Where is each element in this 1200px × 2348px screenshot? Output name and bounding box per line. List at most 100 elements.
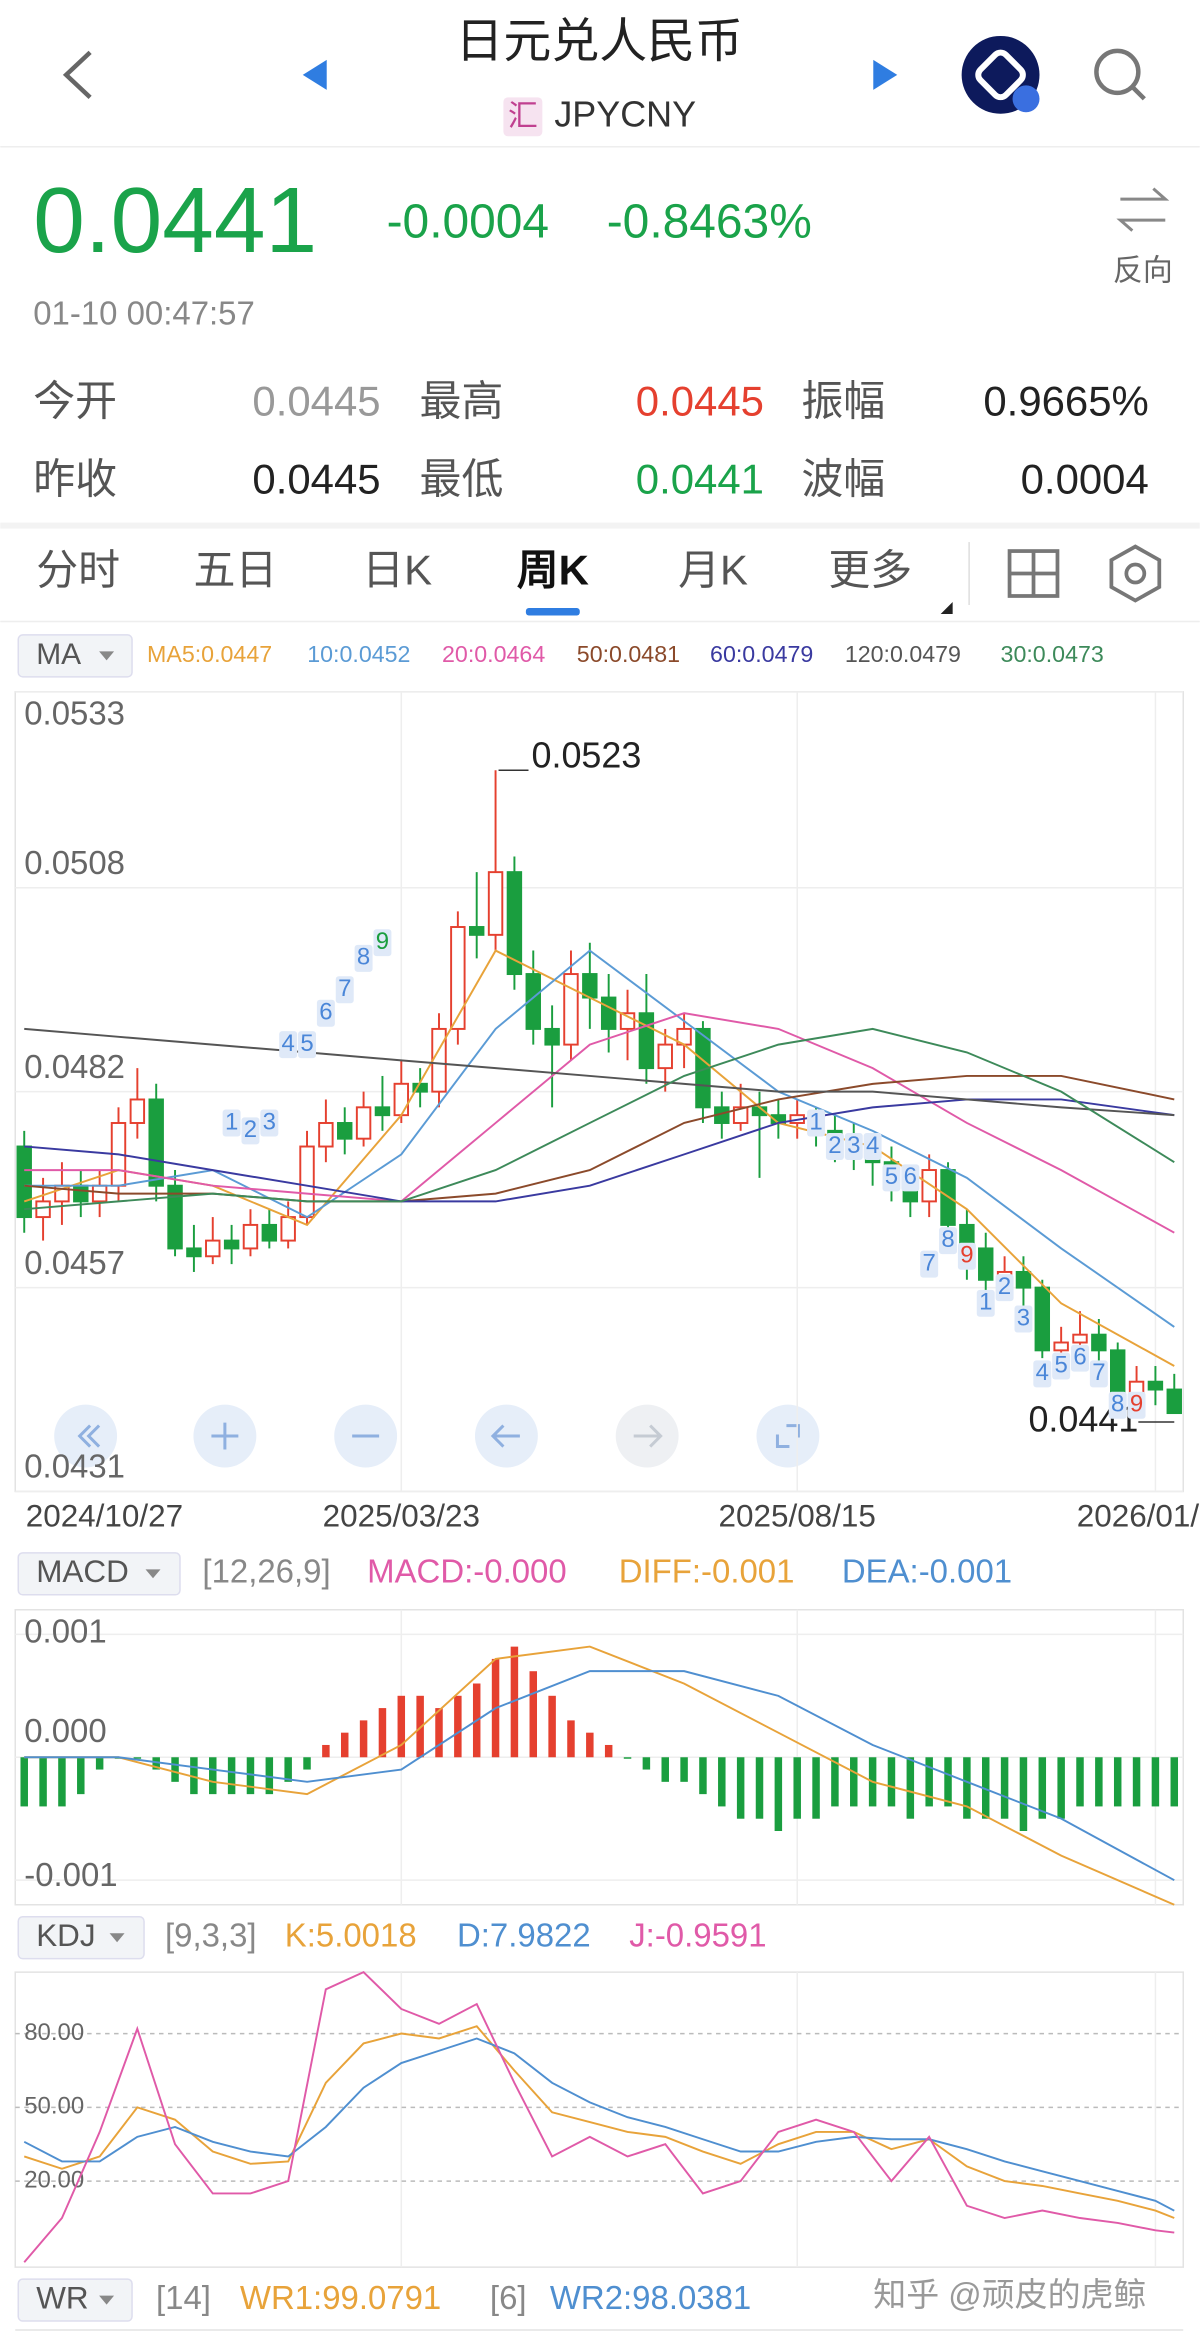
stat-label: 昨收 <box>33 455 117 502</box>
td-bg <box>920 1250 939 1278</box>
reverse-button[interactable]: 反向 <box>1113 187 1173 288</box>
y-tick-label: 0.0431 <box>24 1448 125 1485</box>
candle-body <box>73 1184 89 1203</box>
selector-box <box>17 2278 133 2322</box>
candle-body <box>261 1223 278 1242</box>
back-button[interactable] <box>62 50 92 99</box>
selector-caret <box>99 651 115 661</box>
stat-value: 0.0445 <box>636 377 764 424</box>
y-tick-label: 50.00 <box>24 2093 84 2120</box>
wr-selector[interactable]: WR <box>17 2278 133 2322</box>
stat-value: 0.0441 <box>636 455 764 502</box>
macd-bar <box>340 1732 349 1758</box>
page-title: 日元兑人民币 <box>456 16 743 69</box>
candle-body <box>468 926 485 936</box>
selector-label: MACD <box>36 1554 129 1589</box>
change-pct: -0.8463% <box>607 195 812 248</box>
prev-button[interactable] <box>302 59 327 90</box>
macd-bar <box>378 1708 387 1758</box>
macd-bar <box>246 1757 255 1795</box>
legend-entry: 60:0.0479 <box>710 641 813 667</box>
nav-icon <box>211 1422 239 1450</box>
nav-button[interactable] <box>756 1404 820 1468</box>
macd-bar <box>529 1671 538 1758</box>
candle-body <box>91 1184 108 1203</box>
ma-selector[interactable]: MA <box>17 634 133 678</box>
candle-body <box>355 1106 372 1140</box>
indicator-params: [9,3,3] <box>165 1916 257 1953</box>
candle-body <box>978 1247 994 1281</box>
candle-body <box>1072 1333 1088 1344</box>
nav-button[interactable] <box>54 1404 118 1468</box>
macd-bar <box>680 1757 688 1782</box>
panel-frame <box>14 1971 1185 2268</box>
candle-body <box>431 1027 447 1093</box>
tab[interactable]: 周K <box>517 547 589 594</box>
td-label: 1 <box>809 1108 822 1135</box>
td-bg <box>957 1242 976 1270</box>
legend-entry: 30:0.0473 <box>1001 641 1104 667</box>
settings-button[interactable] <box>1109 544 1162 603</box>
td-label: 8 <box>941 1226 954 1253</box>
layout-button[interactable] <box>1007 549 1060 598</box>
td-bg <box>976 1289 995 1317</box>
next-button[interactable] <box>873 59 898 90</box>
macd-bar <box>20 1757 28 1807</box>
selector-box <box>17 1915 145 1960</box>
macd-selector[interactable]: MACD <box>17 1552 181 1596</box>
y-tick-label: 0.0533 <box>24 694 125 731</box>
legend-entry: 50:0.0481 <box>577 641 680 667</box>
series-line <box>24 1027 1175 1117</box>
candle-body <box>35 1200 51 1219</box>
macd-bar <box>812 1757 820 1819</box>
td-bg <box>260 1109 279 1137</box>
stat-label: 最低 <box>420 455 504 502</box>
tab[interactable]: 月K <box>678 547 748 594</box>
series-line <box>24 1645 1175 1906</box>
candle-body <box>205 1239 221 1258</box>
ai-button[interactable] <box>961 35 1040 114</box>
candle-body <box>1015 1270 1032 1289</box>
macd-bar <box>322 1744 330 1758</box>
macd-bar <box>774 1757 783 1832</box>
td-label: 4 <box>282 1030 295 1057</box>
legend-entry: MA5:0.0447 <box>147 641 272 667</box>
td-label: 3 <box>847 1132 860 1159</box>
tab[interactable]: 五日 <box>193 547 277 594</box>
td-bg <box>241 1117 260 1145</box>
td-label: 8 <box>357 944 370 971</box>
macd-bar <box>944 1757 952 1807</box>
kdj-selector[interactable]: KDJ <box>17 1915 145 1960</box>
tab[interactable]: 分时 <box>36 547 120 594</box>
macd-bar <box>284 1757 292 1782</box>
macd-bar <box>133 1757 142 1759</box>
candle-body <box>732 1106 749 1124</box>
tab[interactable]: 更多 <box>828 547 912 594</box>
candle-body <box>657 1043 673 1070</box>
macd-bar <box>39 1757 47 1807</box>
macd-bar <box>586 1732 594 1758</box>
candle-body <box>1166 1388 1182 1415</box>
td-bg <box>279 1031 298 1059</box>
td-label: 7 <box>923 1249 936 1276</box>
macd-bar <box>850 1757 858 1807</box>
td-bg <box>1052 1352 1071 1380</box>
high-label: 0.0523 <box>531 735 641 776</box>
macd-bar <box>963 1757 971 1819</box>
stat-value: 0.0445 <box>252 377 380 424</box>
td-label: 9 <box>376 928 389 955</box>
td-label: 6 <box>1073 1344 1086 1371</box>
watermark: 知乎 @顽皮的虎鲸 <box>873 2276 1146 2313</box>
badge: 汇 <box>508 100 538 133</box>
candle-body <box>318 1122 334 1148</box>
td-label: 1 <box>979 1289 992 1316</box>
stat-value: 0.0445 <box>252 455 380 502</box>
td-bg <box>1033 1360 1052 1388</box>
td-bg <box>335 976 354 1004</box>
indicator-params: [6] <box>490 2279 527 2316</box>
indicator-params: [12,26,9] <box>202 1553 330 1590</box>
search-button[interactable] <box>1094 48 1146 101</box>
nav-icon <box>633 1424 663 1448</box>
tab[interactable]: 日K <box>362 547 432 594</box>
